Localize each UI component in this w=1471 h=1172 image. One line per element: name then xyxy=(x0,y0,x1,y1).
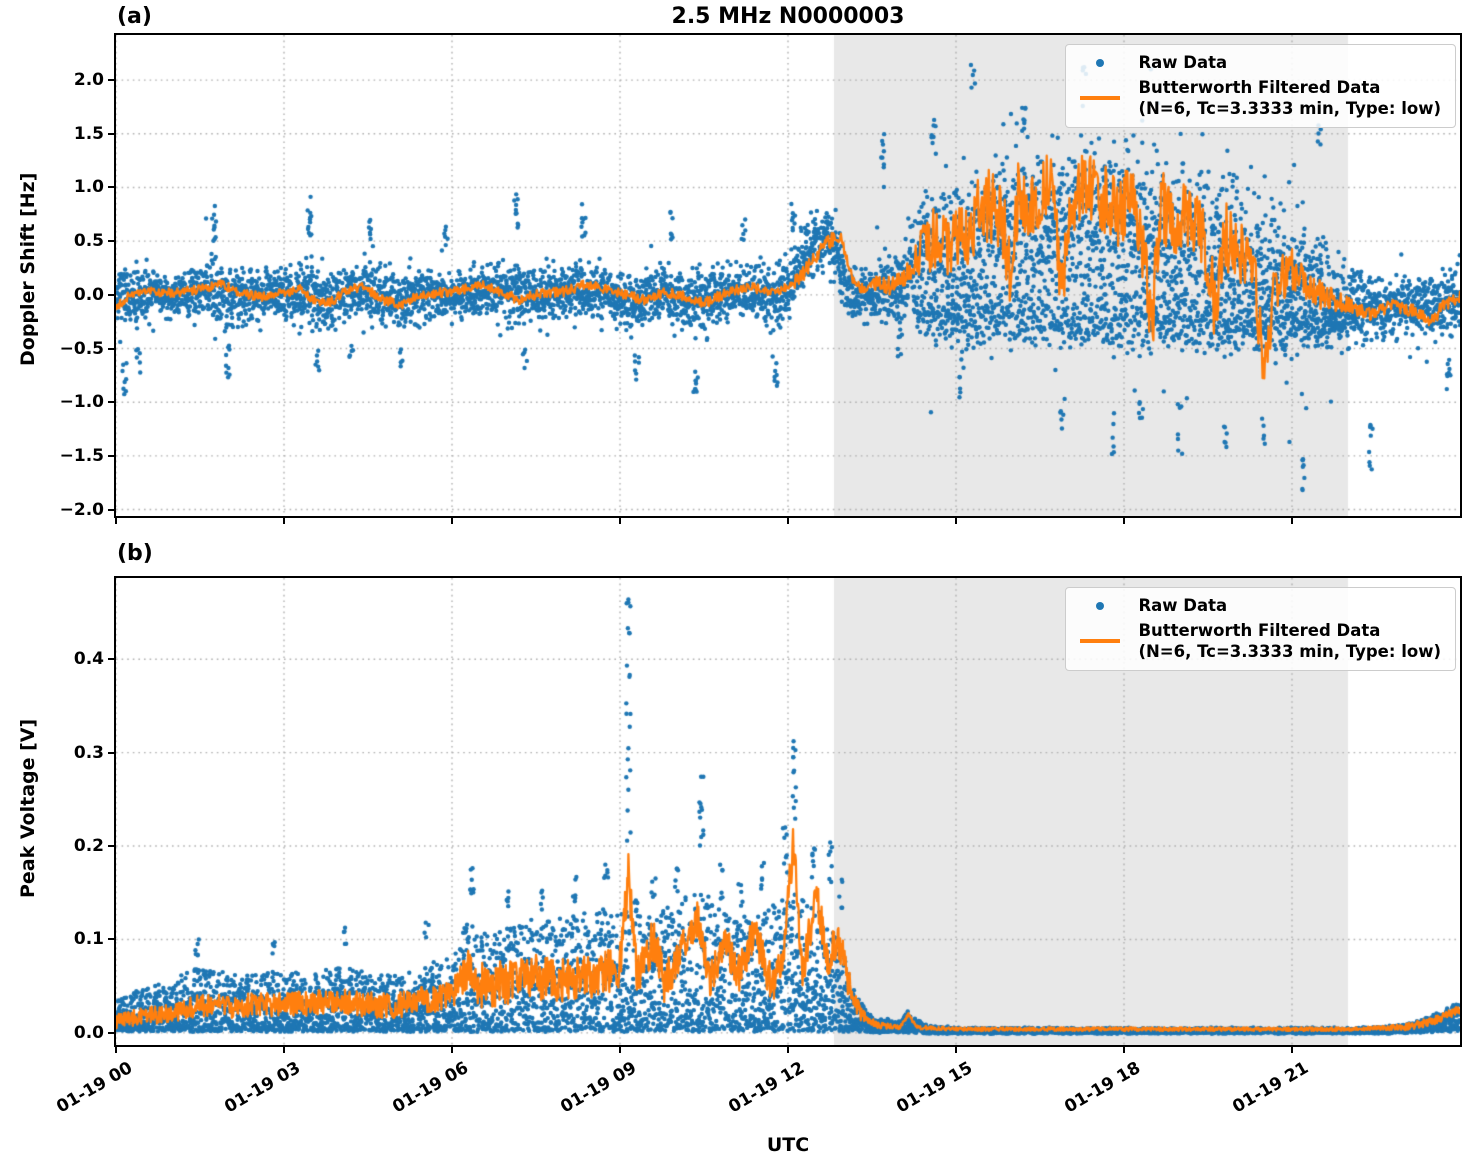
legend-raw-label: Raw Data xyxy=(1138,53,1228,72)
y-tick-mark xyxy=(108,401,114,404)
y-tick-mark xyxy=(108,186,114,189)
panel-b-letter: (b) xyxy=(117,541,153,566)
y-tick-mark xyxy=(108,658,114,661)
x-tick-label: 01-19 12 xyxy=(725,1058,808,1118)
x-tick-mark xyxy=(283,518,285,524)
x-tick-label: 01-19 09 xyxy=(557,1058,640,1118)
x-tick-mark xyxy=(115,1047,117,1053)
legend-entry-raw: Raw Data xyxy=(1074,595,1441,616)
y-tick-label: 1.5 xyxy=(73,123,104,144)
legend-entry-raw: Raw Data xyxy=(1074,52,1441,73)
chart-title: 2.5 MHz N0000003 xyxy=(671,4,905,29)
x-tick-label: 01-19 00 xyxy=(53,1058,136,1118)
panel-b-y-axis-label: Peak Voltage [V] xyxy=(17,718,39,898)
y-tick-mark xyxy=(108,347,114,350)
x-tick-mark xyxy=(955,518,957,524)
y-tick-label: 2.0 xyxy=(73,70,104,91)
y-tick-label: 0.3 xyxy=(73,742,104,763)
y-tick-label: 1.0 xyxy=(73,177,104,198)
x-tick-mark xyxy=(1123,518,1125,524)
legend-filtered-label: Butterworth Filtered Data xyxy=(1138,621,1381,641)
legend-raw-label: Raw Data xyxy=(1138,596,1228,615)
y-tick-label: −0.5 xyxy=(59,338,104,359)
y-tick-label: −2.0 xyxy=(59,499,104,520)
y-tick-mark xyxy=(108,845,114,848)
y-tick-mark xyxy=(108,132,114,135)
y-tick-label: −1.5 xyxy=(59,445,104,466)
panel-a-letter: (a) xyxy=(117,4,152,29)
y-tick-label: 0.0 xyxy=(73,1022,104,1043)
x-tick-mark xyxy=(955,1047,957,1053)
y-tick-label: 0.4 xyxy=(73,649,104,670)
x-tick-mark xyxy=(451,518,453,524)
x-tick-mark xyxy=(451,1047,453,1053)
y-tick-mark xyxy=(108,751,114,754)
x-tick-label: 01-19 06 xyxy=(389,1058,472,1118)
x-tick-mark xyxy=(1291,1047,1293,1053)
y-tick-mark xyxy=(108,508,114,511)
y-tick-label: −1.0 xyxy=(59,392,104,413)
panel-b-plot-area: Raw Data Butterworth Filtered Data (N=6,… xyxy=(114,576,1462,1047)
filtered-line-icon xyxy=(1074,96,1126,100)
x-tick-mark xyxy=(1291,518,1293,524)
x-axis-label: UTC xyxy=(766,1134,810,1156)
x-tick-label: 01-19 18 xyxy=(1061,1058,1144,1118)
x-tick-mark xyxy=(619,518,621,524)
y-tick-label: 0.5 xyxy=(73,231,104,252)
x-tick-mark xyxy=(283,1047,285,1053)
legend-filtered-sublabel: (N=6, Tc=3.3333 min, Type: low) xyxy=(1138,642,1441,662)
y-tick-mark xyxy=(108,240,114,243)
legend-entry-filtered: Butterworth Filtered Data (N=6, Tc=3.333… xyxy=(1074,77,1441,119)
legend-filtered-sublabel: (N=6, Tc=3.3333 min, Type: low) xyxy=(1138,99,1441,119)
x-tick-label: 01-19 15 xyxy=(893,1058,976,1118)
panel-a-plot-area: Raw Data Butterworth Filtered Data (N=6,… xyxy=(114,33,1462,518)
y-tick-label: 0.2 xyxy=(73,836,104,857)
y-tick-label: 0.1 xyxy=(73,929,104,950)
legend-entry-filtered: Butterworth Filtered Data (N=6, Tc=3.333… xyxy=(1074,620,1441,662)
y-tick-label: 0.0 xyxy=(73,284,104,305)
x-tick-mark xyxy=(1123,1047,1125,1053)
y-tick-mark xyxy=(108,79,114,82)
y-tick-mark xyxy=(108,293,114,296)
x-tick-mark xyxy=(787,1047,789,1053)
panel-a-legend: Raw Data Butterworth Filtered Data (N=6,… xyxy=(1065,44,1456,129)
raw-data-marker-icon xyxy=(1074,58,1126,67)
x-tick-label: 01-19 03 xyxy=(221,1058,304,1118)
x-tick-label: 01-19 21 xyxy=(1229,1058,1312,1118)
y-tick-mark xyxy=(108,454,114,457)
x-tick-mark xyxy=(115,518,117,524)
x-tick-mark xyxy=(619,1047,621,1053)
y-tick-mark xyxy=(108,938,114,941)
x-tick-mark xyxy=(787,518,789,524)
panel-a-y-axis-label: Doppler Shift [Hz] xyxy=(17,172,39,366)
y-tick-mark xyxy=(108,1031,114,1034)
raw-data-marker-icon xyxy=(1074,601,1126,610)
panel-b-legend: Raw Data Butterworth Filtered Data (N=6,… xyxy=(1065,587,1456,672)
filtered-line-icon xyxy=(1074,639,1126,643)
legend-filtered-label: Butterworth Filtered Data xyxy=(1138,78,1381,98)
